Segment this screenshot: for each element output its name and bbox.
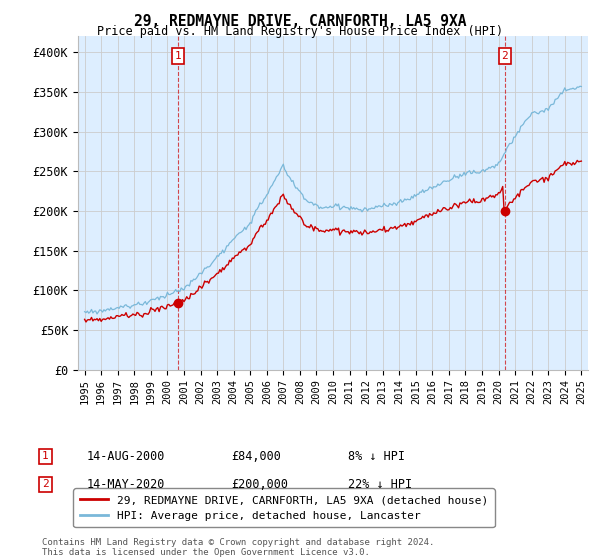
Text: 1: 1 <box>175 51 181 61</box>
Text: 8% ↓ HPI: 8% ↓ HPI <box>348 450 405 463</box>
Text: 2: 2 <box>42 479 49 489</box>
Text: Price paid vs. HM Land Registry's House Price Index (HPI): Price paid vs. HM Land Registry's House … <box>97 25 503 38</box>
Text: £200,000: £200,000 <box>231 478 288 491</box>
Text: 14-AUG-2000: 14-AUG-2000 <box>87 450 166 463</box>
Text: 2: 2 <box>502 51 508 61</box>
Legend: 29, REDMAYNE DRIVE, CARNFORTH, LA5 9XA (detached house), HPI: Average price, det: 29, REDMAYNE DRIVE, CARNFORTH, LA5 9XA (… <box>73 488 494 528</box>
Text: 14-MAY-2020: 14-MAY-2020 <box>87 478 166 491</box>
Text: 22% ↓ HPI: 22% ↓ HPI <box>348 478 412 491</box>
Text: 1: 1 <box>42 451 49 461</box>
Text: £84,000: £84,000 <box>231 450 281 463</box>
Text: 29, REDMAYNE DRIVE, CARNFORTH, LA5 9XA: 29, REDMAYNE DRIVE, CARNFORTH, LA5 9XA <box>134 14 466 29</box>
Text: Contains HM Land Registry data © Crown copyright and database right 2024.
This d: Contains HM Land Registry data © Crown c… <box>42 538 434 557</box>
